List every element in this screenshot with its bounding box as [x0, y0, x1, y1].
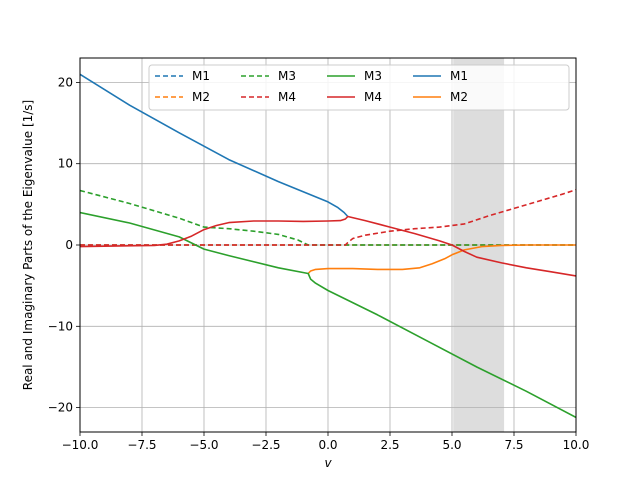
x-tick-label: −5.0: [189, 438, 218, 452]
legend-label: M1: [192, 69, 210, 83]
y-tick-label: 10: [58, 157, 73, 171]
x-axis-label: v: [324, 456, 332, 470]
y-tick-label: −20: [48, 401, 73, 415]
legend-label: M2: [450, 90, 468, 104]
x-tick-label: −7.5: [127, 438, 156, 452]
legend-label: M4: [278, 90, 296, 104]
series-m4-imaginary-line: [80, 188, 576, 246]
series-m3-real-line: [80, 211, 576, 419]
x-tick-label: 10.0: [563, 438, 590, 452]
y-tick-label: 0: [65, 238, 73, 252]
legend-label: M3: [364, 69, 382, 83]
series-m4-real-line: [80, 215, 576, 277]
legend-label: M3: [278, 69, 296, 83]
x-tick-label: 7.5: [504, 438, 523, 452]
x-tick-label: 0.0: [318, 438, 337, 452]
legend-label: M1: [450, 69, 468, 83]
x-tick-label: 2.5: [380, 438, 399, 452]
legend-label: M4: [364, 90, 382, 104]
legend: M1 M2 M3 M4 M3 M4 M1 M2: [148, 64, 570, 111]
y-axis-label: Real and Imaginary Parts of the Eigenval…: [21, 100, 35, 390]
legend-frame: [148, 64, 570, 111]
series-m1-real-line: [80, 73, 349, 218]
series-m2-real-line: [307, 244, 576, 275]
x-tick-label: −2.5: [251, 438, 280, 452]
y-tick-label: 20: [58, 75, 73, 89]
series-layer: [80, 73, 576, 419]
x-tick-label: 5.0: [442, 438, 461, 452]
x-tick-label: −10.0: [62, 438, 99, 452]
y-tick-label: −10: [48, 319, 73, 333]
tick-layer: −10.0 −7.5 −5.0 −2.5 0.0 2.5 5.0 7.5 10.0 −20 −10 0…: [48, 75, 590, 452]
legend-label: M2: [192, 90, 210, 104]
